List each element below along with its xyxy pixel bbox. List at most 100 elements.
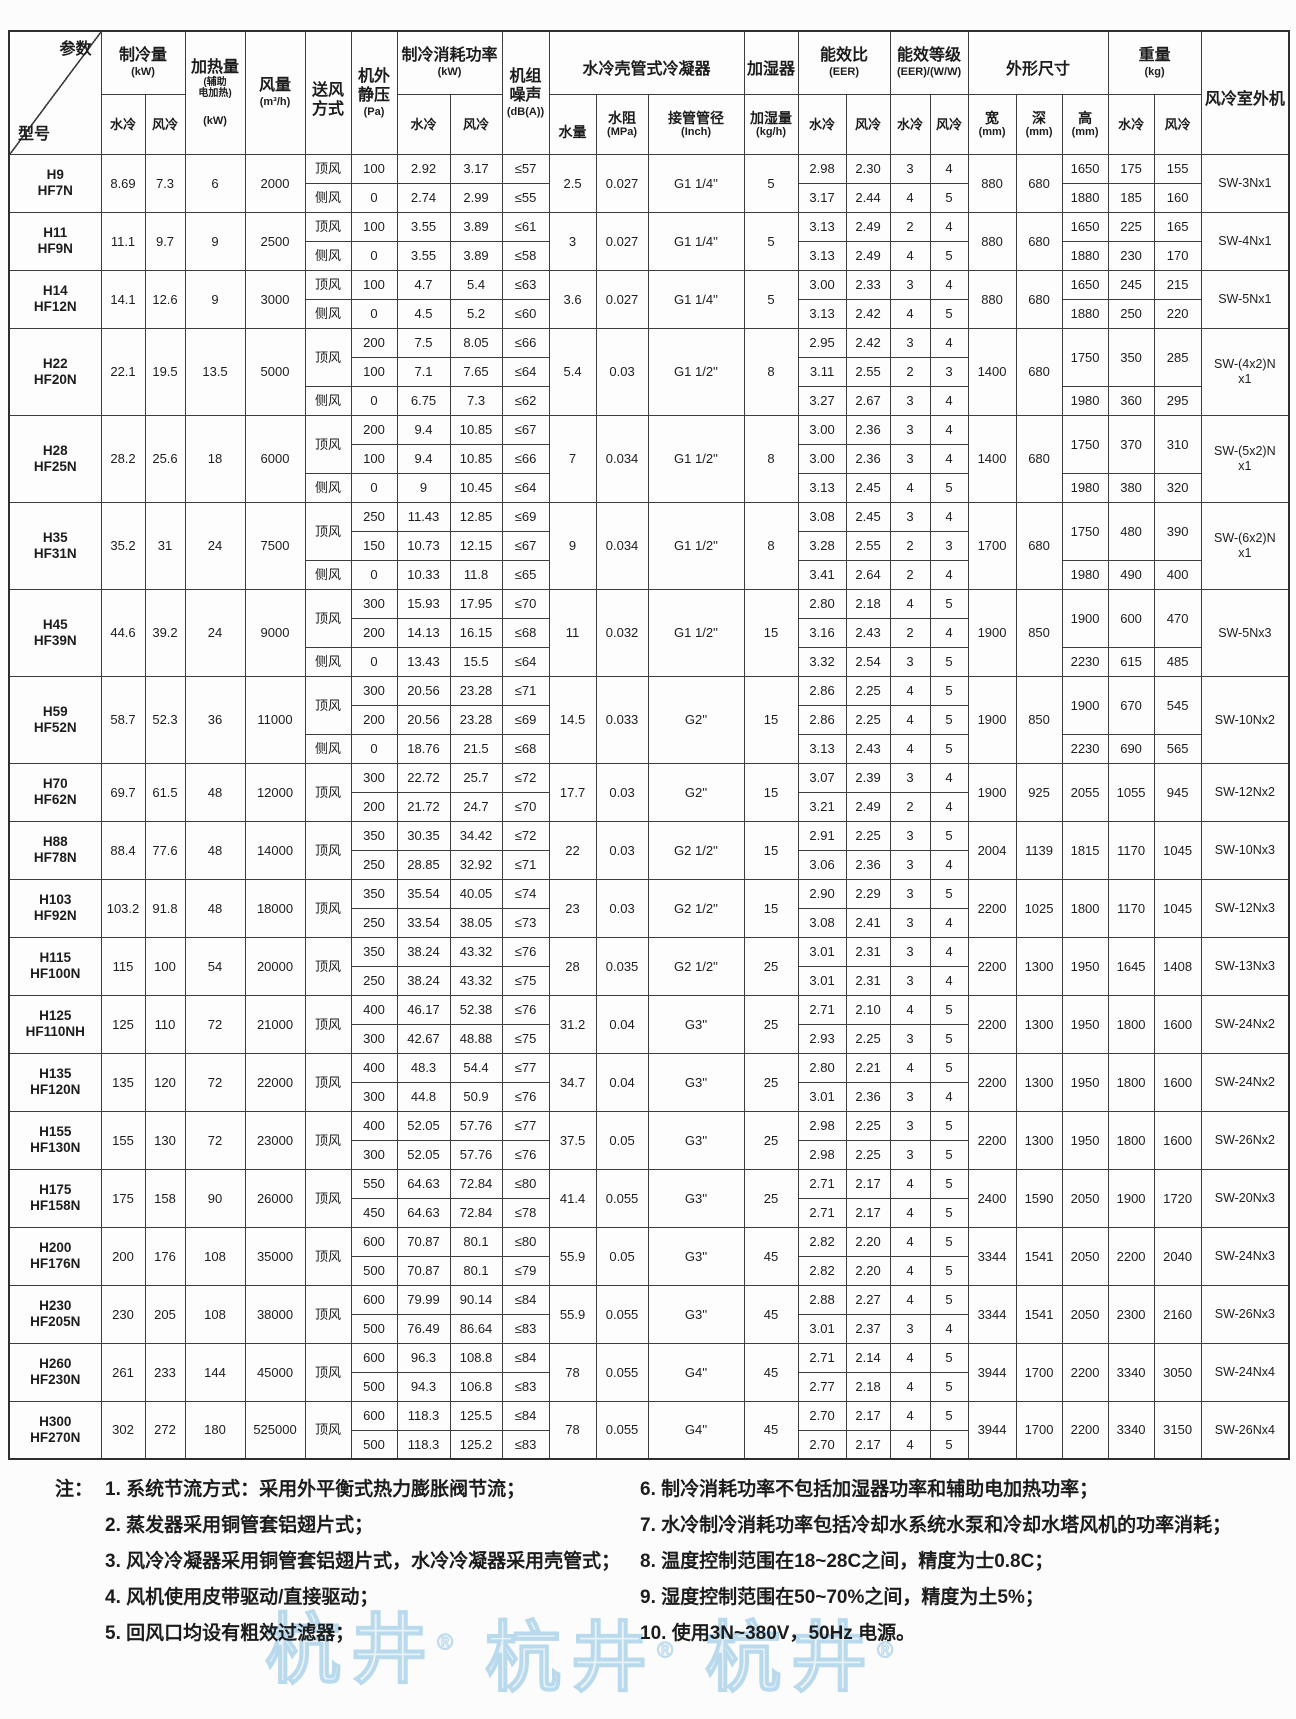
airflow-value: 9000 [244,588,306,677]
grade-air-header: 风冷 [929,93,969,155]
grade-air-value: 4 [929,153,969,184]
pipe-size-value: G4'' [647,1342,745,1402]
power-water-value: 11.43 [396,501,451,532]
humidify-value: 25 [743,1110,799,1170]
humidify-qty-unit: (kg/h) [756,126,786,139]
supply-mode-value: 顶风 [304,936,352,996]
model-cell: H9 HF7N [8,153,102,213]
noise-value: ≤67 [501,530,550,561]
table-row: H300 HF270N 302 272 180 525000 顶风 600 118.3 125.… [8,1400,1290,1460]
heating-value: 72 [184,994,246,1054]
pressure-value: 200 [350,617,398,648]
grade-water-value: 4 [889,1052,931,1083]
grade-air-value: 4 [929,559,969,590]
pressure-value: 300 [350,762,398,793]
eer-air-value: 2.18 [845,588,891,619]
power-water-value: 15.93 [396,588,451,619]
weight-air-value: 3050 [1153,1342,1202,1402]
depth-unit: (mm) [1025,126,1053,139]
grade-air-value: 5 [929,1023,969,1054]
water-qty-value: 34.7 [548,1052,597,1112]
width-value: 2200 [967,878,1017,938]
noise-value: ≤77 [501,1110,550,1141]
weight-water-value: 175 [1107,153,1155,184]
supply-mode-value: 顶风 [304,1226,352,1286]
outdoor-unit-value: SW-26Nx3 [1200,1284,1290,1344]
height-value: 1980 [1061,472,1109,503]
power-air-value: 125.5 [449,1400,503,1431]
grade-air-value: 4 [929,617,969,648]
supply-mode-value: 侧风 [304,472,352,503]
power-water-value: 33.54 [396,907,451,938]
cooling-air-value: 61.5 [144,762,186,822]
pipe-size-value: G1 1/4'' [647,211,745,271]
outdoor-unit-value: SW-5Nx1 [1200,269,1290,329]
heating-value: 108 [184,1226,246,1286]
outdoor-unit-value: SW-(4x2)N x1 [1200,327,1290,416]
eer-water-value: 3.27 [797,385,847,416]
power-air-value: 8.05 [449,327,503,358]
noise-value: ≤68 [501,733,550,764]
pressure-value: 300 [350,1081,398,1112]
notes-left-column: 1. 系统节流方式：采用外平衡式热力膨胀阀节流； 2. 蒸发器采用铜管套铝翅片式… [105,1479,621,1644]
height-value: 1650 [1061,153,1109,184]
eer-air-value: 2.17 [845,1400,891,1431]
grade-water-value: 3 [889,414,931,445]
humidify-value: 15 [743,675,799,764]
eer-air-value: 2.14 [845,1342,891,1373]
dims-group-header: 外形尺寸 [967,30,1109,95]
power-water-value: 38.24 [396,965,451,996]
noise-value: ≤55 [501,182,550,213]
weight-air-value: 3150 [1153,1400,1202,1460]
pressure-value: 100 [350,443,398,474]
heating-value: 13.5 [184,327,246,416]
cooling-air-value: 130 [144,1110,186,1170]
water-qty-value: 14.5 [548,675,597,764]
pressure-value: 400 [350,994,398,1025]
outdoor-unit-value: SW-3Nx1 [1200,153,1290,213]
eer-water-value: 3.00 [797,443,847,474]
pressure-value: 600 [350,1342,398,1373]
grade-air-value: 5 [929,1168,969,1199]
eer-water-header: 水冷 [797,93,847,155]
condenser-group-header: 水冷壳管式冷凝器 [548,30,745,95]
power-water-value: 20.56 [396,675,451,706]
table-row: H175 HF158N 175 158 90 26000 顶风 550 64.63 72.84 ≤… [8,1168,1290,1228]
outdoor-unit-value: SW-20Nx3 [1200,1168,1290,1228]
height-value: 2050 [1061,1284,1109,1344]
table-row: 500 70.87 80.1 ≤79 2.82 2.20 4 5 [9,1255,1289,1286]
grade-water-value: 3 [889,1023,931,1054]
corner-param-label: 参数 [59,41,92,58]
humidify-value: 45 [743,1342,799,1402]
outdoor-unit-value: SW-24Nx2 [1200,1052,1290,1112]
table-row: H155 HF130N 155 130 72 23000 顶风 400 52.05 57.76 ≤… [8,1110,1290,1170]
power-water-value: 10.33 [396,559,451,590]
grade-air-value: 5 [929,1429,969,1460]
grade-air-value: 5 [929,1371,969,1402]
cooling-water-value: 135 [100,1052,146,1112]
heating-value: 6 [184,153,246,213]
pipe-size-value: G1 1/2'' [647,327,745,416]
grade-water-value: 2 [889,211,931,242]
airflow-header: 风量 (m³/h) [244,30,306,155]
power-water-value: 18.76 [396,733,451,764]
eer-air-value: 2.18 [845,1371,891,1402]
grade-water-value: 3 [889,385,931,416]
supply-mode-value: 侧风 [304,385,352,416]
pressure-value: 0 [350,298,398,329]
eer-water-value: 2.88 [797,1284,847,1315]
grade-water-value: 4 [889,1168,931,1199]
eer-water-value: 3.21 [797,791,847,822]
grade-air-value: 5 [929,298,969,329]
grade-air-value: 5 [929,1110,969,1141]
power-air-value: 12.15 [449,530,503,561]
weight-water-value: 250 [1107,298,1155,329]
width-value: 2004 [967,820,1017,880]
pipe-size-value: G2'' [647,762,745,822]
table-row: 100 9.4 10.85 ≤66 3.00 2.36 3 4 [9,443,1289,474]
table-row: 500 118.3 125.2 ≤83 2.70 2.17 4 5 [9,1429,1289,1460]
cooling-water-value: 69.7 [100,762,146,822]
cooling-title: 制冷量 [119,47,168,65]
water-qty-value: 11 [548,588,597,677]
heating-value: 9 [184,211,246,271]
